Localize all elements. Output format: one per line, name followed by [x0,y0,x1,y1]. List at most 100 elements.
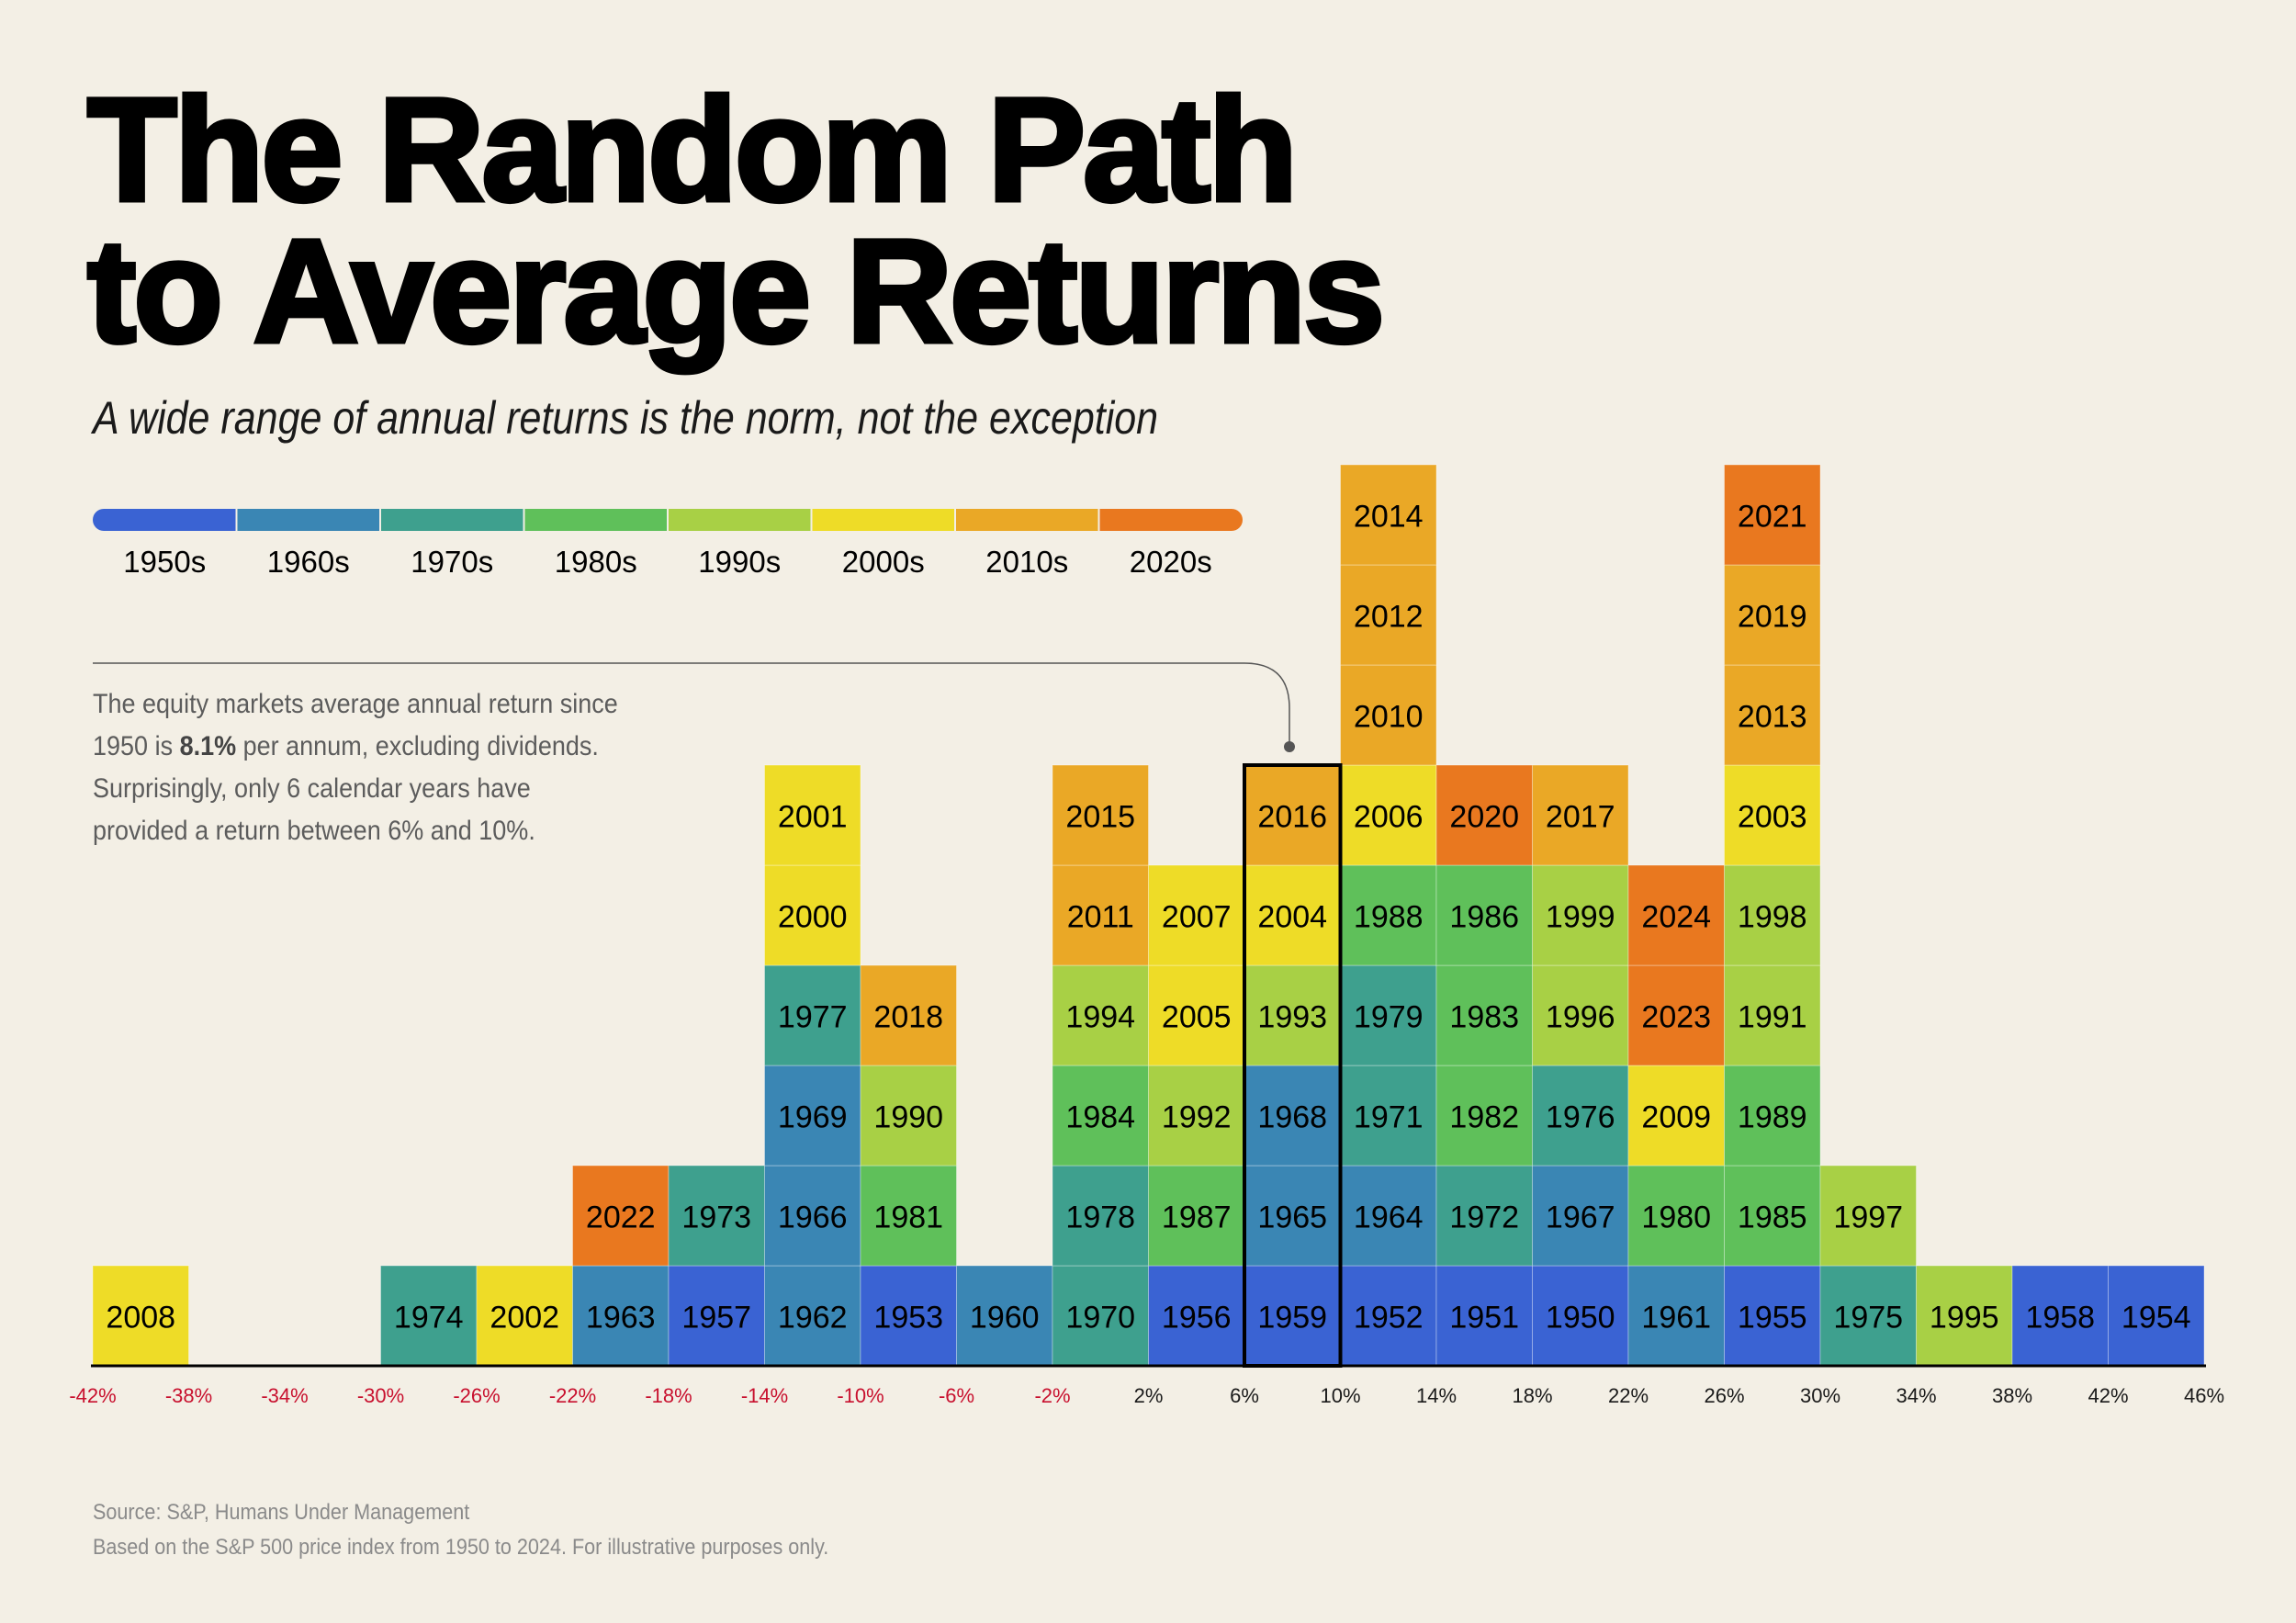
cell-label-1966: 1966 [778,1200,848,1235]
legend-swatch-1980s [523,509,668,531]
cell-label-1957: 1957 [681,1301,751,1336]
cell-label-1978: 1978 [1065,1200,1135,1235]
cell-label-1994: 1994 [1065,1000,1135,1035]
cell-label-1960: 1960 [970,1301,1040,1336]
cell-2015 [1052,764,1149,866]
cell-label-2022: 2022 [586,1200,656,1235]
callout-dot [1284,741,1295,752]
x-tick-label: 34% [1896,1384,1936,1407]
cell-1974 [380,1265,478,1367]
x-tick-label: 14% [1416,1384,1457,1407]
x-tick-label: -2% [1034,1384,1070,1407]
cell-1957 [668,1265,765,1367]
cell-label-1993: 1993 [1257,1000,1327,1035]
cell-label-1959: 1959 [1257,1301,1327,1336]
cell-label-1958: 1958 [2025,1301,2095,1336]
annotation-callout [93,662,1295,752]
cell-1992 [1148,1065,1245,1167]
cell-1960 [956,1265,1053,1367]
legend-label-2020s: 2020s [1130,545,1212,579]
note-text-before: The equity markets average annual return… [93,689,618,761]
cell-2008 [92,1265,189,1367]
x-tick-label: 38% [1992,1384,2032,1407]
cell-2010 [1340,664,1437,766]
cell-label-1976: 1976 [1546,1100,1615,1135]
note-text-after: per annum, excluding dividends. Surprisi… [93,731,599,846]
cell-2018 [860,964,957,1066]
cell-label-1962: 1962 [778,1301,848,1336]
cell-2011 [1052,864,1149,966]
cell-label-1954: 1954 [2122,1301,2191,1336]
title-line-2: to Average Returns [84,209,1387,373]
cell-1981 [860,1165,957,1267]
cell-1997 [1819,1165,1917,1267]
cell-label-2009: 2009 [1641,1100,1711,1135]
cell-2023 [1627,964,1725,1066]
x-tick-label: -34% [261,1384,308,1407]
legend-swatch-2010s [955,509,1099,531]
legend-label-2010s: 2010s [985,545,1068,579]
cell-2009 [1627,1065,1725,1167]
cell-label-1987: 1987 [1162,1200,1232,1235]
cell-1976 [1532,1065,1629,1167]
cell-label-1969: 1969 [778,1100,848,1135]
cell-label-1991: 1991 [1738,1000,1807,1035]
average-return-note: The equity markets average annual return… [93,683,622,852]
cell-label-1974: 1974 [394,1301,464,1336]
cell-1991 [1724,964,1821,1066]
footer: Source: S&P, Humans Under Management Bas… [93,1495,828,1565]
x-tick-label: 26% [1704,1384,1744,1407]
x-tick-label: 30% [1800,1384,1840,1407]
cell-label-1963: 1963 [586,1301,656,1336]
legend-label-1950s: 1950s [123,545,206,579]
cell-2002 [476,1265,573,1367]
legend-swatch-fill-1950s [104,509,237,531]
cell-2020 [1435,764,1533,866]
cell-label-1977: 1977 [778,1000,848,1035]
cell-1969 [764,1065,861,1167]
x-tick-label: 2% [1134,1384,1164,1407]
footer-disclaimer: Based on the S&P 500 price index from 19… [93,1535,829,1560]
cell-label-1998: 1998 [1738,900,1807,935]
cell-1970 [1052,1265,1149,1367]
cell-1999 [1532,864,1629,966]
legend-swatch-2000s [811,509,955,531]
cell-label-2006: 2006 [1354,800,1424,835]
cell-2021 [1724,464,1821,566]
cell-label-2016: 2016 [1257,800,1327,835]
legend-swatch-1990s [668,509,812,531]
cell-label-1982: 1982 [1449,1100,1519,1135]
cell-label-1950: 1950 [1546,1301,1615,1336]
x-tick-label: -18% [645,1384,692,1407]
cell-label-2011: 2011 [1067,900,1134,935]
cell-1993 [1244,964,1341,1066]
cell-1967 [1532,1165,1629,1267]
x-tick-label: 18% [1512,1384,1552,1407]
cell-label-2019: 2019 [1738,600,1807,635]
cell-1950 [1532,1265,1629,1367]
cell-2019 [1724,564,1821,666]
cell-label-2012: 2012 [1354,600,1424,635]
cell-1982 [1435,1065,1533,1167]
cell-label-1989: 1989 [1738,1100,1807,1135]
cell-label-1979: 1979 [1354,1000,1424,1035]
page-title: The Random Path to Average Returns [84,73,1387,373]
cell-label-1967: 1967 [1546,1200,1615,1235]
cell-2000 [764,864,861,966]
cell-label-1951: 1951 [1449,1301,1519,1336]
cell-label-2021: 2021 [1738,500,1807,535]
cell-label-1955: 1955 [1738,1301,1807,1336]
cell-1998 [1724,864,1821,966]
cell-label-1984: 1984 [1065,1100,1135,1135]
callout-line [93,662,1290,746]
cell-label-1999: 1999 [1546,900,1615,935]
cell-label-1965: 1965 [1257,1200,1327,1235]
cell-label-1975: 1975 [1833,1301,1903,1336]
cell-label-1972: 1972 [1449,1200,1519,1235]
cell-label-2020: 2020 [1449,800,1519,835]
cell-1986 [1435,864,1533,966]
cell-2024 [1627,864,1725,966]
cell-1965 [1244,1165,1341,1267]
cell-1975 [1819,1265,1917,1367]
x-tick-label: 42% [2088,1384,2128,1407]
